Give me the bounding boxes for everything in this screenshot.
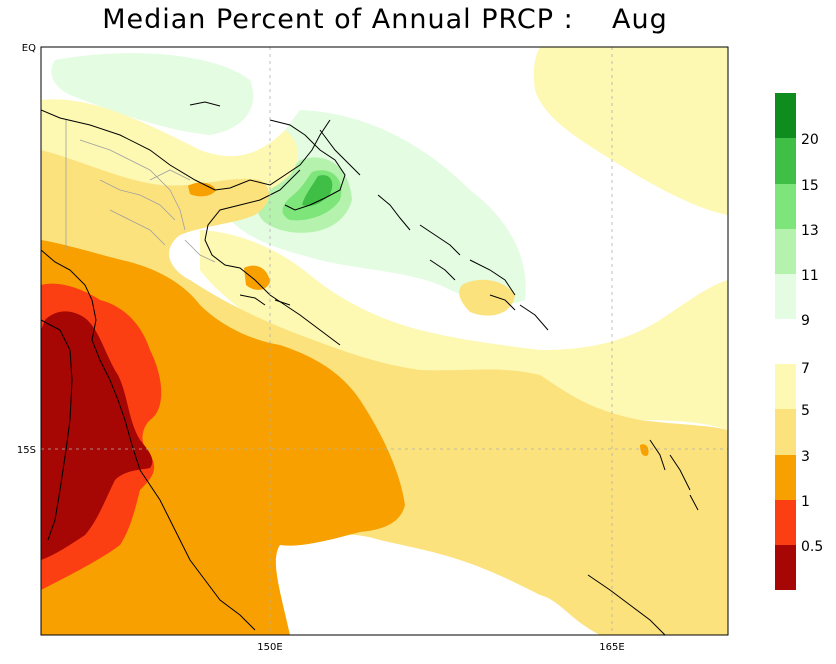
cbar-5-7 (775, 364, 796, 409)
coast-solomons-a (377, 194, 411, 231)
field-1-3-spot-b (244, 265, 270, 290)
field-9-11-north (51, 53, 254, 136)
coast-solomons-c (469, 259, 516, 296)
cbar-label-5: 5 (801, 403, 810, 419)
coast-admiralty (189, 101, 221, 107)
cbar-05-1 (775, 500, 796, 545)
map-title: Median Percent of Annual PRCP : Aug (102, 4, 668, 35)
cbar-20plus (775, 93, 796, 138)
border-f (184, 239, 216, 263)
border-c (99, 179, 176, 221)
cbar-9-11 (775, 274, 796, 319)
border-d (109, 209, 166, 246)
coast-cape-york (41, 249, 256, 631)
cbar-13-15 (775, 184, 796, 229)
colorbar-lower (775, 364, 796, 590)
tick-150e: 150E (257, 642, 282, 653)
cbar-3-5 (775, 409, 796, 455)
coastlines (41, 101, 699, 635)
cbar-0-05 (775, 545, 796, 590)
tick-15s: 15S (17, 445, 36, 456)
gridlines (41, 47, 728, 635)
cbar-11-13 (775, 229, 796, 274)
border-b (79, 139, 186, 231)
cbar-label-7: 7 (801, 361, 810, 377)
coast-solomons-e (489, 294, 516, 311)
map-frame (40, 46, 729, 636)
cbar-label-13: 13 (801, 223, 819, 239)
tick-eq: EQ (22, 43, 36, 54)
cbar-label-20: 20 (801, 132, 819, 148)
border-e (149, 169, 191, 181)
field-1-3-spot-a (188, 182, 216, 197)
coast-vanuatu-c (689, 494, 699, 511)
precip-field (41, 47, 728, 635)
coast-new-caledonia (587, 574, 666, 635)
coast-gulf (41, 319, 73, 541)
coast-new-ireland (319, 129, 361, 176)
cbar-label-3: 3 (801, 449, 810, 465)
coast-louisiade (239, 294, 291, 306)
cbar-label-15: 15 (801, 178, 819, 194)
cbar-label-1: 1 (801, 494, 810, 510)
admin-borders (65, 120, 216, 263)
field-3-5-band (41, 150, 728, 635)
cbar-15-20 (775, 138, 796, 184)
cbar-label-05: 0.5 (801, 539, 823, 555)
field-5-7-middle (200, 230, 728, 430)
coast-solomons-f (519, 304, 549, 331)
coast-vanuatu-a (649, 439, 666, 471)
cbar-label-9: 9 (801, 313, 810, 329)
tick-165e: 165E (599, 642, 624, 653)
field-5-7-east-ne (533, 47, 728, 215)
field-3-5-island (459, 279, 515, 316)
cbar-label-11: 11 (801, 268, 819, 284)
field-1-3-spot-c (640, 444, 649, 456)
cbar-1-3 (775, 455, 796, 500)
coast-solomons-d (429, 259, 456, 281)
coast-new-guinea (41, 109, 341, 346)
coast-new-britain (269, 119, 346, 211)
coast-vanuatu-b (669, 454, 691, 491)
colorbar-upper (775, 93, 796, 319)
field-0-05 (41, 311, 153, 560)
field-9-11-east (230, 110, 526, 305)
coast-solomons-b (419, 224, 461, 256)
